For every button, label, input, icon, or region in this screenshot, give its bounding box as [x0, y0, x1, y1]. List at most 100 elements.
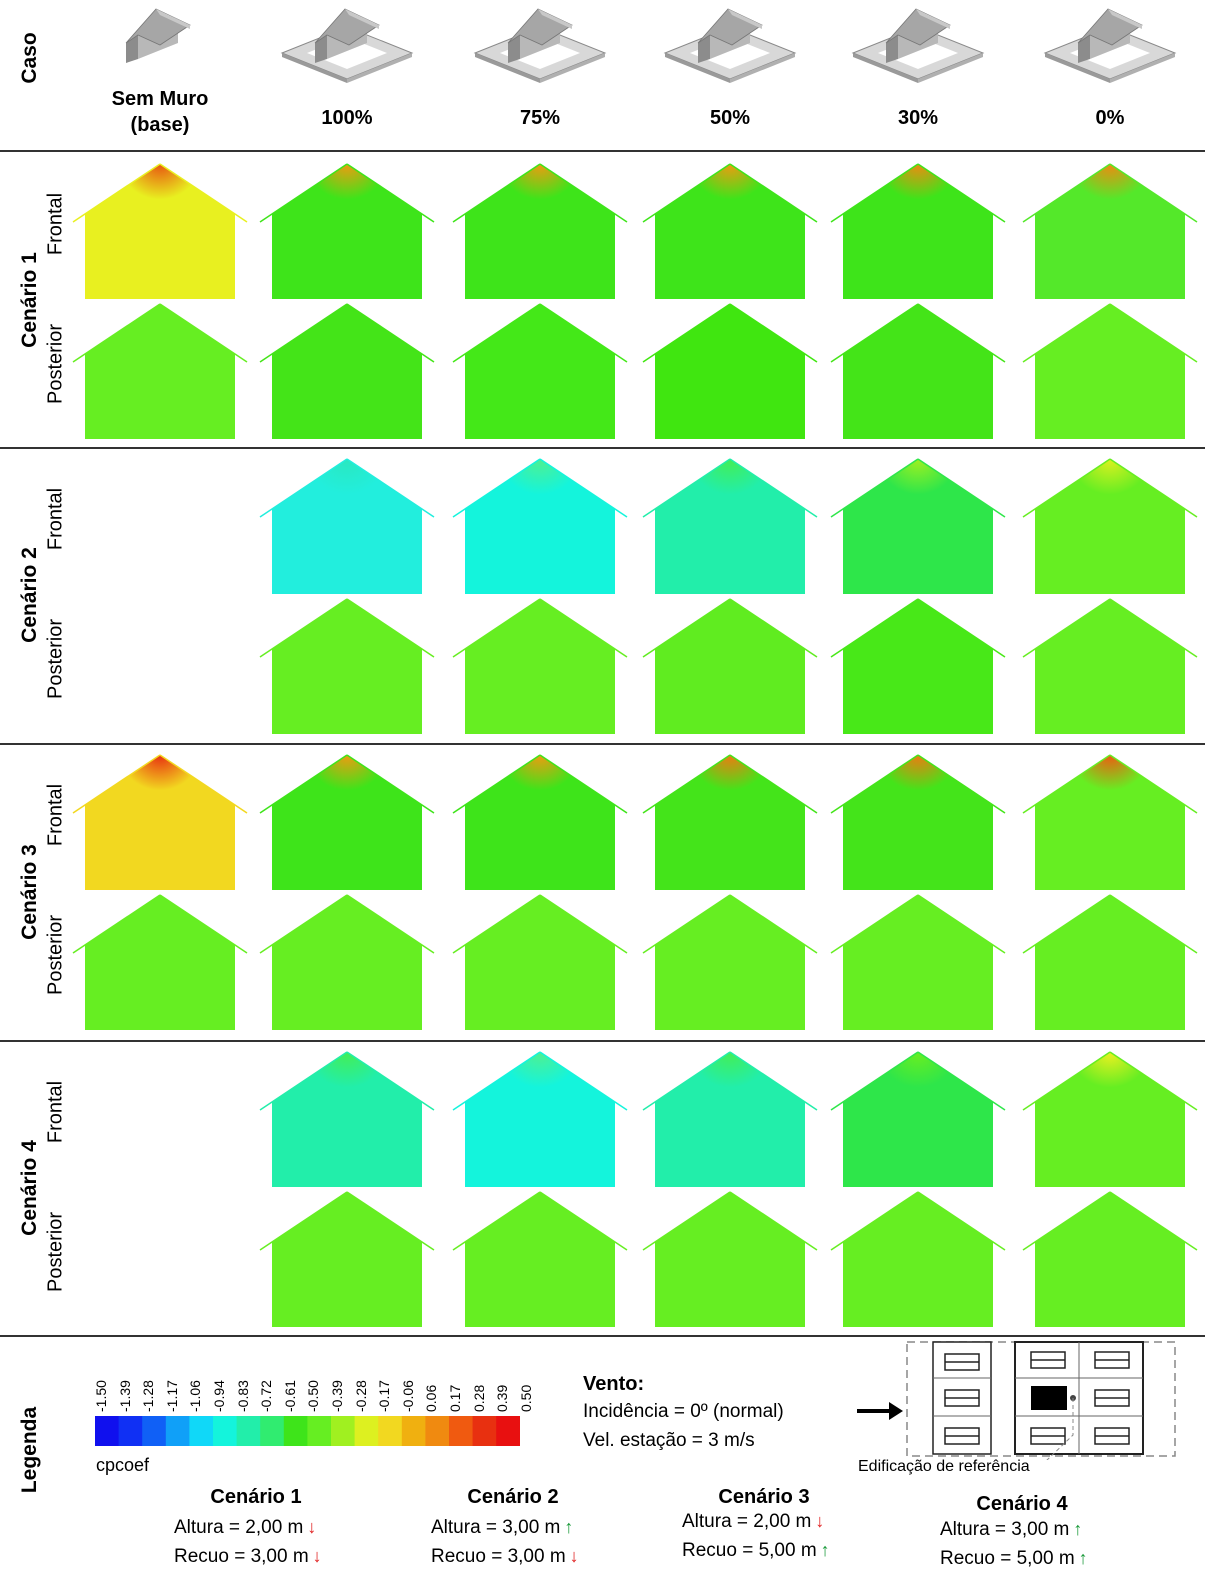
- divider: [0, 1040, 1205, 1042]
- pressure-contour-facade: [452, 1191, 628, 1327]
- scenario-label: Cenário 1: [18, 251, 41, 348]
- pressure-contour-facade: [642, 1191, 818, 1327]
- arrow-up-icon: ↑: [1073, 1519, 1083, 1539]
- scenario-label: Cenário 2: [18, 547, 41, 643]
- scenario-label: Cenário 3: [18, 843, 41, 940]
- header-row-label: Caso: [18, 32, 41, 84]
- summary-scenario-title: Cenário 3: [718, 1486, 810, 1508]
- summary-altura: Altura = 3,00 m ↑: [431, 1517, 574, 1538]
- view-label: Frontal: [44, 192, 67, 256]
- summary-recuo: Recuo = 3,00 m ↓: [174, 1546, 322, 1567]
- pressure-contour-facade: [452, 598, 628, 734]
- colorbar-swatch: [189, 1416, 214, 1446]
- house-with-wall-icon: [663, 8, 797, 83]
- divider: [0, 743, 1205, 745]
- colorbar-swatch: [142, 1416, 167, 1446]
- summary-recuo: Recuo = 5,00 m ↑: [940, 1548, 1088, 1569]
- pressure-contour-facade: [642, 1051, 818, 1187]
- colorbar-swatch: [165, 1416, 190, 1446]
- arrow-down-icon: ↓: [569, 1546, 579, 1566]
- summary-altura: Altura = 2,00 m ↓: [682, 1511, 825, 1532]
- view-label: Posterior: [44, 618, 67, 700]
- colorbar-swatch: [401, 1416, 426, 1446]
- colorbar-swatch: [378, 1416, 403, 1446]
- pressure-contour-facade: [259, 1051, 435, 1187]
- pressure-contour-facade: [259, 894, 435, 1030]
- colorbar-swatch: [354, 1416, 379, 1446]
- colorbar-swatch: [472, 1416, 497, 1446]
- pressure-contour-facade: [452, 1051, 628, 1187]
- view-label: Posterior: [44, 1211, 67, 1293]
- summary-scenario-title: Cenário 4: [976, 1493, 1068, 1515]
- pressure-contour-facade: [452, 303, 628, 439]
- arrow-down-icon: ↓: [307, 1517, 317, 1537]
- pressure-contour-facade: [1022, 754, 1198, 890]
- pressure-contour-facade: [72, 894, 248, 1030]
- pressure-contour-facade: [642, 754, 818, 890]
- pressure-contour-facade: [1022, 894, 1198, 1030]
- wind-speed: Vel. estação = 3 m/s: [583, 1430, 755, 1451]
- colorbar-tick-label: -0.61: [281, 1380, 298, 1412]
- pressure-contour-facade: [259, 163, 435, 299]
- colorbar-tick-label: -0.83: [234, 1380, 251, 1412]
- colorbar-swatch: [425, 1416, 450, 1446]
- colorbar-tick-label: -0.06: [399, 1380, 416, 1412]
- divider: [0, 447, 1205, 449]
- colorbar-swatch: [496, 1416, 521, 1446]
- pressure-contour-facade: [452, 754, 628, 890]
- pressure-contour-facade: [830, 754, 1006, 890]
- view-label: Posterior: [44, 323, 67, 405]
- pressure-contour-facade: [830, 303, 1006, 439]
- pressure-contour-facade: [830, 458, 1006, 594]
- pressure-contour-facade: [259, 1191, 435, 1327]
- arrow-up-icon: ↑: [564, 1517, 574, 1537]
- colorbar-tick-label: -1.50: [93, 1380, 109, 1412]
- divider: [0, 150, 1205, 152]
- colorbar-tick-label: -1.28: [140, 1380, 157, 1412]
- colorbar-swatch: [307, 1416, 332, 1446]
- house-with-wall-icon: [280, 8, 414, 83]
- pressure-contour-facade: [452, 894, 628, 1030]
- summary-scenario-title: Cenário 1: [210, 1486, 302, 1508]
- colorbar-swatch: [331, 1416, 356, 1446]
- pressure-contour-facade: [642, 303, 818, 439]
- pressure-contour-facade: [1022, 598, 1198, 734]
- house-icon: [125, 8, 191, 63]
- pressure-contour-facade: [259, 303, 435, 439]
- pressure-contour-facade: [642, 894, 818, 1030]
- pressure-contour-facade: [830, 1191, 1006, 1327]
- colorbar-tick-label: 0.50: [517, 1384, 534, 1412]
- pressure-contour-facade: [72, 163, 248, 299]
- summary-altura: Altura = 2,00 m ↓: [174, 1517, 317, 1538]
- pressure-contour-facade: [1022, 1191, 1198, 1327]
- colorbar-tick-label: 0.17: [447, 1384, 463, 1412]
- reference-site-plan: [906, 1341, 1176, 1460]
- colorbar-tick-label: -0.94: [211, 1380, 227, 1412]
- case-label: 50%: [709, 107, 751, 129]
- colorbar-swatch: [449, 1416, 474, 1446]
- pressure-contour-facade: [642, 163, 818, 299]
- colorbar-swatch: [213, 1416, 238, 1446]
- pressure-contour-facade: [830, 1051, 1006, 1187]
- view-label: Posterior: [44, 914, 67, 996]
- wind-title: Vento:: [583, 1373, 645, 1395]
- divider: [0, 1335, 1205, 1337]
- case-label: 100%: [321, 107, 373, 129]
- wind-arrow-icon: [857, 1402, 903, 1420]
- arrow-up-icon: ↑: [820, 1540, 830, 1560]
- pressure-contour-facade: [642, 458, 818, 594]
- summary-recuo: Recuo = 3,00 m ↓: [431, 1546, 579, 1567]
- pressure-contour-facade: [259, 598, 435, 734]
- colorbar: [95, 1416, 521, 1451]
- view-label: Frontal: [44, 487, 67, 551]
- case-label: 75%: [519, 107, 561, 129]
- legend-title: Legenda: [18, 1406, 41, 1494]
- arrow-up-icon: ↑: [1078, 1548, 1088, 1568]
- colorbar-tick-label: -0.72: [258, 1380, 275, 1412]
- colorbar-tick-label: -0.28: [352, 1380, 369, 1412]
- colorbar-tick-label: -1.06: [187, 1380, 204, 1412]
- pressure-contour-facade: [72, 754, 248, 890]
- pressure-contour-facade: [1022, 163, 1198, 299]
- view-label: Frontal: [44, 783, 67, 847]
- house-with-wall-icon: [851, 8, 985, 83]
